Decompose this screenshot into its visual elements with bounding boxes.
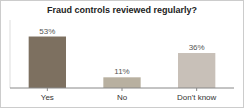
bar: [178, 53, 215, 88]
bar: [29, 37, 66, 88]
x-tick-label: Yes: [41, 93, 54, 102]
x-tick-label: Don't know: [177, 93, 217, 102]
figure-border: [1, 1, 244, 108]
x-tick: [122, 88, 123, 91]
bars: [29, 37, 216, 88]
x-tick: [47, 88, 48, 91]
data-label: 11%: [114, 67, 129, 76]
title: Fraud controls reviewed regularly?: [47, 5, 197, 15]
x-tick: [196, 88, 197, 91]
chart: Fraud controls reviewed regularly? 53% 11%…: [0, 0, 244, 108]
y-axis-line: [10, 20, 11, 88]
data-label: 53%: [39, 27, 55, 36]
chart-container: Fraud controls reviewed regularly? 53% 11%…: [0, 0, 244, 108]
data-label: 36%: [189, 43, 205, 52]
bar: [103, 77, 140, 88]
x-tick-label: No: [117, 93, 128, 102]
